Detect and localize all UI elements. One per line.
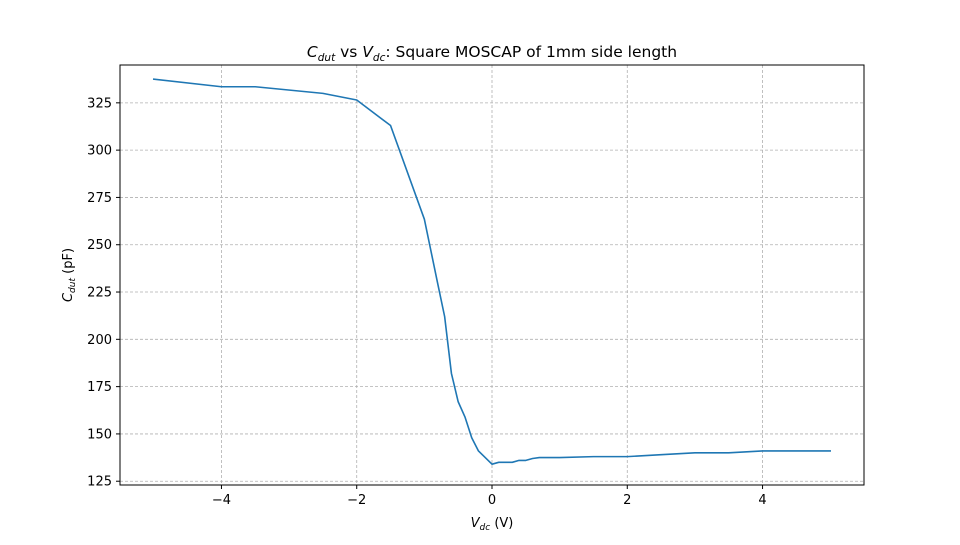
x-tick-label: −2 bbox=[347, 493, 366, 508]
y-tick-label: 200 bbox=[87, 333, 112, 348]
title-subscript-dc: dc bbox=[373, 52, 386, 64]
title-rest-text: : Square MOSCAP of 1mm side length bbox=[385, 43, 677, 61]
y-tick-label: 250 bbox=[87, 238, 112, 253]
series-layer bbox=[152, 78, 831, 465]
y-tick-label: 300 bbox=[87, 144, 112, 159]
chart-title: Cdut vs Vdc: Square MOSCAP of 1mm side l… bbox=[307, 43, 677, 64]
y-tick-label: 150 bbox=[87, 427, 112, 442]
x-tick-label: 0 bbox=[488, 493, 496, 508]
y-axis-label: Cdut (pF) bbox=[61, 248, 78, 302]
series-line bbox=[152, 78, 831, 465]
x-axis-unit: (V) bbox=[490, 516, 513, 531]
title-subscript-dut: dut bbox=[318, 52, 336, 64]
y-tick-label: 175 bbox=[87, 380, 112, 395]
y-axis-subscript: dut bbox=[68, 278, 78, 293]
x-tick-label: 2 bbox=[623, 493, 631, 508]
y-tick-label: 225 bbox=[87, 286, 112, 301]
x-axis-label: Vdc (V) bbox=[471, 516, 514, 533]
y-axis-symbol: C bbox=[61, 292, 76, 302]
y-tick-label: 325 bbox=[87, 96, 112, 111]
y-tick-label: 125 bbox=[87, 475, 112, 490]
grid bbox=[120, 65, 864, 485]
title-symbol-c: C bbox=[307, 43, 318, 61]
ticks: −4 −2 0 2 4 125 150 175 200 225 250 275 300 325 bbox=[87, 96, 767, 508]
x-axis-subscript: dc bbox=[480, 523, 491, 533]
x-tick-label: 4 bbox=[758, 493, 766, 508]
x-tick-label: −4 bbox=[212, 493, 231, 508]
title-vs-text: vs bbox=[335, 43, 362, 61]
y-tick-label: 275 bbox=[87, 191, 112, 206]
x-axis-symbol: V bbox=[471, 516, 481, 531]
y-axis-unit: (pF) bbox=[61, 248, 76, 278]
title-symbol-v: V bbox=[362, 43, 374, 61]
